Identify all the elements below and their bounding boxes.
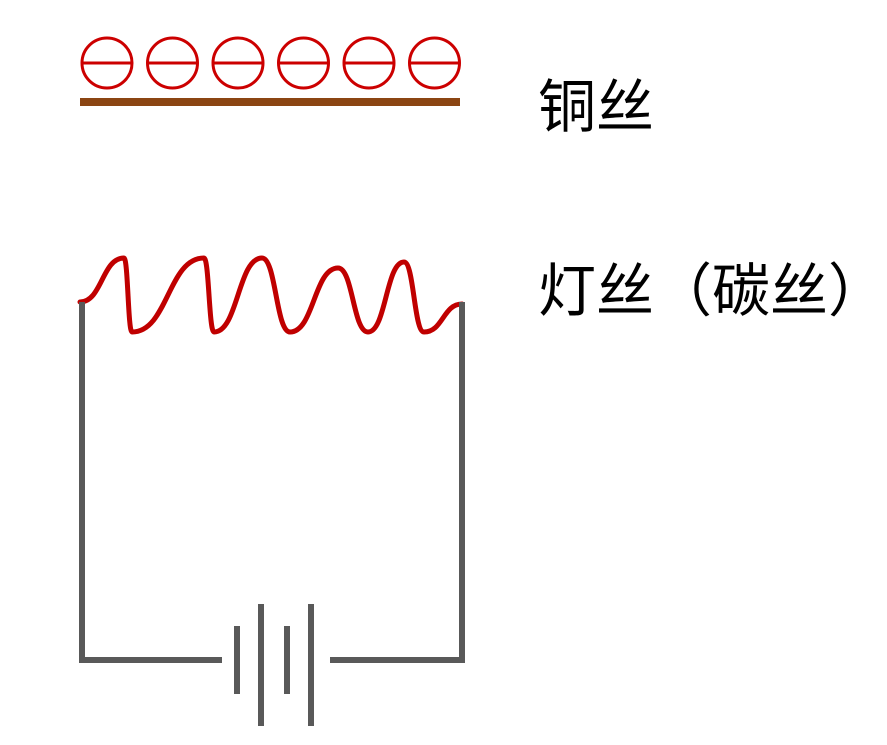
filament-label: 灯丝（碳丝） xyxy=(538,257,887,325)
electron-icon xyxy=(146,36,199,90)
circuit-wires xyxy=(79,302,465,663)
electron-icon xyxy=(342,36,396,90)
filament-coil xyxy=(77,255,465,335)
electron-icon xyxy=(408,36,461,90)
left-wire xyxy=(79,302,222,663)
electron-icon xyxy=(80,36,134,90)
copper-wire-label: 铜丝 xyxy=(538,73,655,141)
electron-row xyxy=(80,36,461,90)
right-wire xyxy=(330,302,465,663)
electron-icon xyxy=(211,36,265,90)
battery-icon xyxy=(234,604,314,726)
electron-icon xyxy=(277,36,330,90)
